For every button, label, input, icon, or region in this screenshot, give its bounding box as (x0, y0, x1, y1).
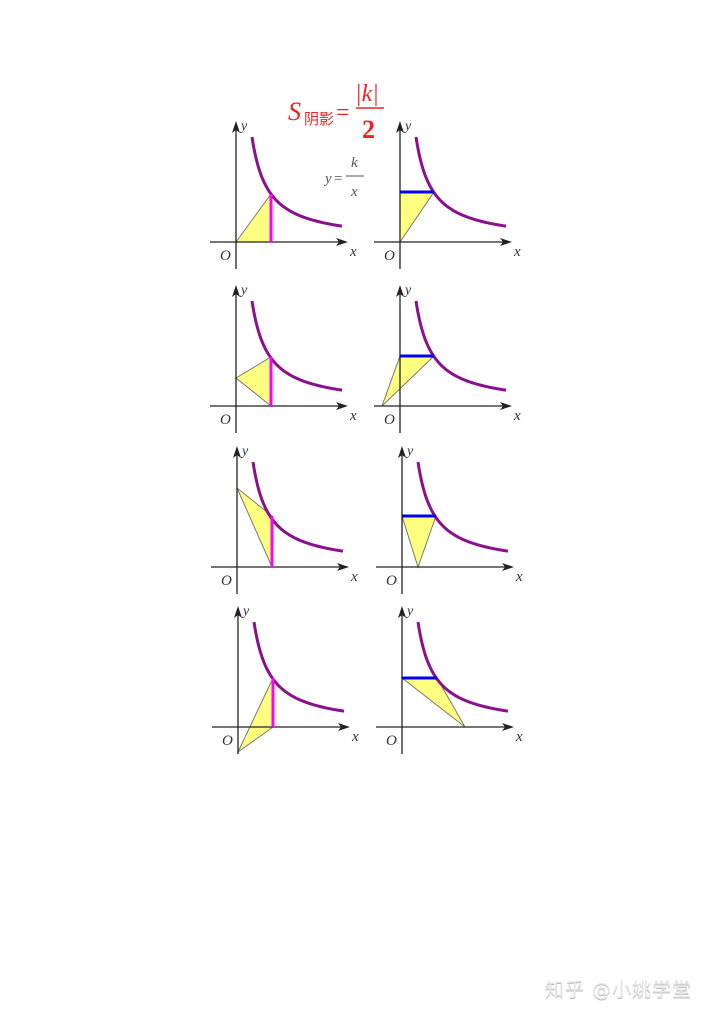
hyperbola-curve (416, 461, 509, 553)
y-axis-arrow-icon (233, 446, 241, 458)
origin-label: O (220, 412, 231, 428)
y-axis-arrow-icon (234, 606, 242, 618)
watermark: 知乎 @小姚学堂 (545, 979, 693, 1001)
panel-3: x y O (210, 283, 357, 433)
origin-label: O (222, 733, 233, 749)
origin-label: O (386, 573, 397, 589)
shaded-triangle (236, 677, 274, 754)
y-axis-arrow-icon (232, 285, 240, 297)
origin-label: O (384, 412, 395, 428)
shaded-triangle (235, 192, 272, 243)
y-axis-label: y (241, 604, 250, 619)
y-axis-label: y (403, 119, 412, 134)
formula-denominator: 2 (362, 115, 375, 144)
y-axis-arrow-icon (232, 121, 240, 133)
y-axis-arrow-icon (398, 446, 406, 458)
x-axis-label: x (350, 569, 358, 585)
equation-y: y (323, 171, 332, 187)
x-axis-arrow-icon (338, 723, 350, 731)
origin-label: O (384, 248, 395, 264)
panel-5: x y O (211, 444, 358, 594)
x-axis-label: x (515, 569, 523, 585)
y-axis-arrow-icon (396, 121, 404, 133)
y-axis-label: y (239, 283, 248, 298)
shaded-triangle (401, 515, 437, 569)
x-axis-label: x (513, 244, 521, 260)
hyperbola-curve (250, 300, 343, 392)
panel-7: x y O (212, 604, 359, 754)
y-axis-arrow-icon (396, 285, 404, 297)
x-axis-arrow-icon (500, 402, 512, 410)
x-axis-arrow-icon (500, 238, 512, 246)
curve-equation: y = k x (323, 155, 364, 200)
x-axis-arrow-icon (336, 402, 348, 410)
formula-equals: = (336, 100, 350, 126)
shaded-triangle (399, 191, 435, 244)
hyperbola-curve (251, 461, 344, 553)
shaded-triangle (235, 356, 272, 408)
panel-2: x y O (374, 119, 521, 269)
hyperbola-curve (252, 621, 345, 713)
hyperbola-curve (414, 300, 507, 392)
equation-equals: = (334, 171, 342, 187)
formula-numerator: |k| (355, 81, 379, 107)
formula-s: S (288, 97, 301, 126)
x-axis-label: x (515, 729, 523, 745)
y-axis-label: y (239, 119, 248, 134)
x-axis-arrow-icon (502, 723, 514, 731)
y-axis-label: y (240, 444, 249, 459)
x-axis-label: x (349, 408, 357, 424)
y-axis-label: y (403, 283, 412, 298)
panel-8: x y O (376, 604, 523, 754)
hyperbola-curve (414, 136, 507, 228)
shaded-triangle (400, 677, 466, 728)
area-formula: S 阴影 = |k| 2 (288, 81, 384, 144)
x-axis-label: x (349, 244, 357, 260)
shaded-triangle (236, 487, 273, 568)
shaded-triangle (381, 355, 436, 407)
equation-denominator: x (350, 184, 358, 200)
y-axis-label: y (405, 444, 414, 459)
y-axis-arrow-icon (398, 606, 406, 618)
hyperbola-curve (416, 621, 509, 713)
y-axis-label: y (405, 604, 414, 619)
x-axis-arrow-icon (337, 563, 349, 571)
origin-label: O (220, 248, 231, 264)
origin-label: O (386, 733, 397, 749)
x-axis-arrow-icon (502, 563, 514, 571)
origin-label: O (221, 573, 232, 589)
x-axis-arrow-icon (336, 238, 348, 246)
x-axis-label: x (513, 408, 521, 424)
panel-4: x y O (374, 283, 521, 433)
x-axis-label: x (351, 729, 359, 745)
panel-1: x y O (210, 119, 357, 269)
formula-subscript: 阴影 (304, 110, 334, 128)
equation-numerator: k (351, 155, 358, 171)
hyperbola-curve (250, 136, 343, 228)
panel-6: x y O (376, 444, 523, 594)
